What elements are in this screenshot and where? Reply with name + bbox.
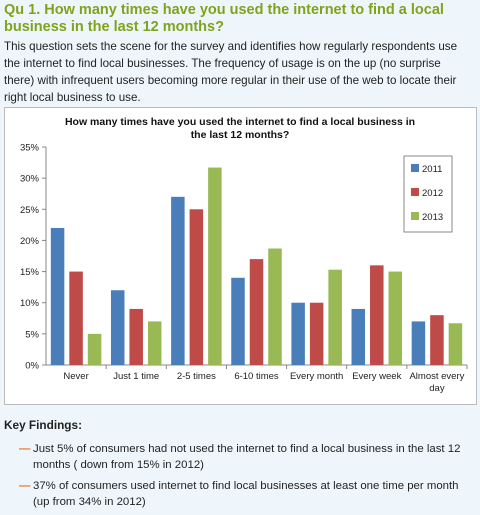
legend-label: 2013 — [422, 212, 443, 223]
dash-bullet-icon: — — [19, 443, 31, 455]
chart-title: How many times have you used the interne… — [65, 116, 415, 141]
y-tick-label: 35% — [20, 143, 40, 154]
bar — [268, 248, 282, 365]
intro-paragraph: This question sets the scene for the sur… — [4, 40, 458, 104]
bar — [328, 269, 342, 365]
bar-chart: How many times have you used the interne… — [20, 116, 468, 394]
bar — [110, 290, 125, 365]
x-tick-label: Just 1 time — [113, 371, 159, 382]
finding-text: 37% of consumers used internet to find l… — [33, 480, 459, 508]
bar — [388, 271, 403, 365]
x-tick-label: Never — [63, 371, 88, 382]
y-tick-label: 20% — [20, 236, 40, 247]
bar — [171, 196, 185, 365]
x-tick-label: 2-5 times — [177, 371, 216, 382]
y-tick-label: 30% — [20, 174, 40, 185]
x-tick-label: 6-10 times — [234, 371, 279, 382]
chart-panel: How many times have you used the interne… — [4, 107, 477, 405]
bar — [69, 271, 83, 365]
y-tick-label: 25% — [20, 205, 40, 216]
x-tick-label: Almost every day — [409, 371, 464, 394]
bar — [50, 227, 65, 365]
bar — [351, 308, 366, 365]
y-tick-label: 5% — [25, 329, 39, 340]
bar — [147, 321, 162, 365]
finding-item: — Just 5% of consumers had not used the … — [4, 441, 476, 473]
legend-swatch — [411, 212, 419, 220]
finding-text: Just 5% of consumers had not used the in… — [33, 443, 461, 471]
bar — [448, 323, 463, 365]
bar — [231, 277, 245, 365]
bar — [87, 333, 102, 365]
legend-swatch — [411, 188, 419, 196]
bar — [129, 308, 143, 365]
key-findings-list: — Just 5% of consumers had not used the … — [4, 441, 476, 515]
bar — [208, 167, 222, 365]
bar — [430, 315, 444, 365]
question-heading: Qu 1. How many times have you used the i… — [4, 2, 444, 35]
bar — [309, 302, 324, 365]
legend-label: 2011 — [422, 164, 442, 175]
x-tick-label: Every week — [352, 371, 401, 382]
y-tick-label: 15% — [20, 267, 40, 278]
legend-label: 2012 — [422, 188, 443, 199]
finding-item: — 37% of consumers used internet to find… — [4, 478, 476, 510]
y-tick-label: 10% — [20, 298, 40, 309]
bar — [411, 321, 426, 365]
x-tick-label: Every month — [290, 371, 343, 382]
bar — [189, 209, 204, 365]
key-findings-title: Key Findings: — [4, 418, 82, 432]
legend-swatch — [411, 164, 419, 172]
bar — [291, 302, 305, 365]
dash-bullet-icon: — — [19, 480, 31, 492]
y-tick-label: 0% — [25, 361, 39, 372]
bar — [249, 259, 264, 365]
bar — [370, 265, 384, 365]
